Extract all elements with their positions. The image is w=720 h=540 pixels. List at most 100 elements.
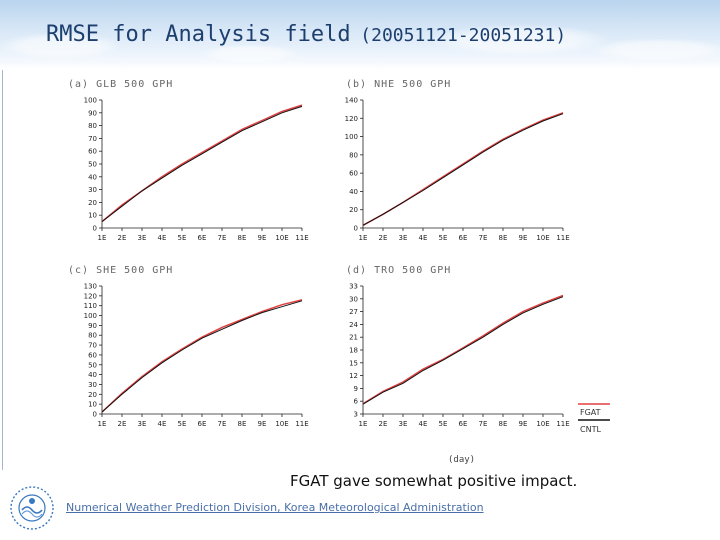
header-decoration xyxy=(0,0,720,70)
y-tick-label: 18 xyxy=(349,347,358,355)
x-tick-label: 9E xyxy=(519,234,528,242)
series-line-cntl xyxy=(101,300,303,413)
x-tick-label: 10E xyxy=(536,420,549,428)
y-tick-label: 50 xyxy=(88,361,97,369)
y-tick-label: 0 xyxy=(93,225,97,233)
x-tick-label: 9E xyxy=(258,420,267,428)
left-divider xyxy=(2,70,3,470)
y-tick-label: 90 xyxy=(88,109,97,117)
x-tick-label: 7E xyxy=(479,234,488,242)
x-tick-label: 8E xyxy=(499,234,508,242)
x-tick-label: 4E xyxy=(158,234,167,242)
y-tick-label: 6 xyxy=(354,398,359,406)
y-tick-label: 140 xyxy=(345,97,358,105)
x-tick-label: 5E xyxy=(439,420,448,428)
y-tick-label: 3 xyxy=(354,411,358,419)
x-tick-label: 4E xyxy=(419,234,428,242)
y-tick-label: 40 xyxy=(88,173,97,181)
y-tick-label: 20 xyxy=(88,199,97,207)
x-tick-label: 1E xyxy=(359,420,368,428)
x-tick-label: 4E xyxy=(419,420,428,428)
y-tick-label: 0 xyxy=(93,411,97,419)
x-tick-label: 5E xyxy=(178,234,187,242)
y-tick-label: 70 xyxy=(88,342,97,350)
series-line-cntl xyxy=(362,296,564,405)
x-tick-label: 6E xyxy=(198,420,207,428)
x-tick-label: 8E xyxy=(499,420,508,428)
y-tick-label: 80 xyxy=(349,151,358,159)
x-tick-label: 1E xyxy=(98,420,107,428)
x-tick-label: 3E xyxy=(399,234,408,242)
x-tick-label: 8E xyxy=(238,420,247,428)
x-tick-label: 3E xyxy=(138,234,147,242)
x-tick-label: 11E xyxy=(295,234,308,242)
series-line-fgat xyxy=(101,104,303,223)
y-tick-label: 10 xyxy=(88,401,97,409)
kma-logo xyxy=(10,486,54,530)
x-tick-label: 2E xyxy=(118,420,127,428)
y-tick-label: 30 xyxy=(349,295,358,303)
y-tick-label: 40 xyxy=(349,188,358,196)
x-tick-label: 9E xyxy=(519,420,528,428)
y-tick-label: 100 xyxy=(84,312,97,320)
y-tick-label: 15 xyxy=(349,359,358,367)
x-tick-label: 10E xyxy=(275,420,288,428)
panel-title: (c) SHE 500 GPH xyxy=(68,265,173,276)
legend-label-cntl: CNTL xyxy=(580,425,601,434)
x-tick-label: 5E xyxy=(439,234,448,242)
page-title: RMSE for Analysis field (20051121-200512… xyxy=(46,22,566,47)
x-tick-label: 3E xyxy=(138,420,147,428)
x-tick-label: 10E xyxy=(275,234,288,242)
y-tick-label: 120 xyxy=(84,292,97,300)
axis-frame xyxy=(362,286,563,415)
footer-organization-link[interactable]: Numerical Weather Prediction Division, K… xyxy=(66,501,484,514)
y-tick-label: 12 xyxy=(349,372,358,380)
y-tick-label: 0 xyxy=(354,225,358,233)
x-tick-label: 7E xyxy=(218,234,227,242)
x-tick-label: 9E xyxy=(258,234,267,242)
panel-title: (a) GLB 500 GPH xyxy=(68,79,173,90)
y-tick-label: 100 xyxy=(84,97,97,105)
chart-panel-1: (b) NHE 500 GPH 0 20 40 60 80 100 120 140 1E 2E 3E 4… xyxy=(345,79,570,242)
title-subtitle: (20051121-20051231) xyxy=(360,25,567,46)
x-tick-label: 11E xyxy=(295,420,308,428)
x-tick-label: 11E xyxy=(556,420,569,428)
y-tick-label: 30 xyxy=(88,381,97,389)
x-tick-label: 7E xyxy=(479,420,488,428)
y-tick-label: 50 xyxy=(88,161,97,169)
y-tick-label: 10 xyxy=(88,212,97,220)
x-tick-label: 7E xyxy=(218,420,227,428)
x-tick-label: 11E xyxy=(556,234,569,242)
y-tick-label: 21 xyxy=(349,334,358,342)
y-tick-label: 80 xyxy=(88,332,97,340)
series-line-fgat xyxy=(101,299,303,413)
x-tick-label: 3E xyxy=(399,420,408,428)
title-main: RMSE for Analysis field xyxy=(46,22,351,47)
x-tick-label: 8E xyxy=(238,234,247,242)
y-tick-label: 40 xyxy=(88,371,97,379)
axis-frame xyxy=(101,286,302,415)
y-tick-label: 9 xyxy=(354,385,358,393)
y-tick-label: 110 xyxy=(84,302,97,310)
y-tick-label: 33 xyxy=(349,283,358,291)
y-tick-label: 20 xyxy=(88,391,97,399)
chart-panel-3: (d) TRO 500 GPH 3 6 9 12 15 18 21 24 27 30 33 1E 2E 3E… xyxy=(346,265,570,428)
x-tick-label: 2E xyxy=(379,234,388,242)
y-tick-label: 60 xyxy=(349,170,358,178)
x-tick-label: 10E xyxy=(536,234,549,242)
y-tick-label: 24 xyxy=(349,321,358,329)
x-tick-label: 6E xyxy=(459,420,468,428)
x-tick-label: 4E xyxy=(158,420,167,428)
y-tick-label: 20 xyxy=(349,206,358,214)
x-tick-label: 6E xyxy=(459,234,468,242)
y-tick-label: 60 xyxy=(88,351,97,359)
x-tick-label: 1E xyxy=(98,234,107,242)
y-tick-label: 27 xyxy=(349,308,358,316)
x-tick-label: 2E xyxy=(379,420,388,428)
chart-panel-0: (a) GLB 500 GPH 0 10 20 30 40 50 60 70 80 90 100 1E 2… xyxy=(68,79,309,242)
y-tick-label: 130 xyxy=(84,283,97,291)
conclusion-text: FGAT gave somewhat positive impact. xyxy=(290,472,578,490)
legend-label-fgat: FGAT xyxy=(580,408,601,417)
